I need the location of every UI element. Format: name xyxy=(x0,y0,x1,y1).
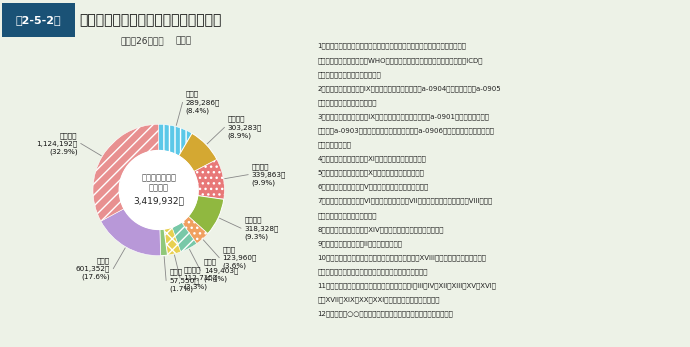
Wedge shape xyxy=(93,124,159,221)
Text: 8　「泌尿器系」とは、「XIV泌尿路生殖器系の疾患」をいう。: 8 「泌尿器系」とは、「XIV泌尿路生殖器系の疾患」をいう。 xyxy=(317,226,444,233)
Wedge shape xyxy=(172,222,197,252)
Text: 見・異常検査所見で他に分類されないもの」をいう。: 見・異常検査所見で他に分類されないもの」をいう。 xyxy=(317,268,428,275)
Circle shape xyxy=(119,151,198,229)
Wedge shape xyxy=(188,196,224,234)
Text: までをいう。: までをいう。 xyxy=(317,142,352,148)
Wedge shape xyxy=(181,216,208,244)
Text: 10　「症状・徴候・診断名不明確の状態」とは、「XVIII症状、徴候及び異常臨床所: 10 「症状・徴候・診断名不明確の状態」とは、「XVIII症状、徴候及び異常臨床… xyxy=(317,254,486,261)
Wedge shape xyxy=(164,227,181,255)
Text: XVII、XIX、XX、XXI」に分類されるものをいう。: XVII、XIX、XX、XXI」に分類されるものをいう。 xyxy=(317,297,440,303)
Text: 感覚系
149,403人
(4.4%): 感覚系 149,403人 (4.4%) xyxy=(204,259,238,282)
Text: 11　「その他」とは、上記以外の大分類項目「I、III、IV、XII、XIII、XV、XVI、: 11 「その他」とは、上記以外の大分類項目「I、III、IV、XII、XIII、… xyxy=(317,282,497,289)
Text: 消化器系
339,863人
(9.9%): 消化器系 339,863人 (9.9%) xyxy=(251,163,286,186)
Text: 2　「脳疾患」とは、「IX循環器系の疾患」のうち「a-0904脳梗塞」及び「a-0905: 2 「脳疾患」とは、「IX循環器系の疾患」のうち「a-0904脳梗塞」及び「a-… xyxy=(317,85,501,92)
Text: 泌尿器系
112,715人
(3.3%): 泌尿器系 112,715人 (3.3%) xyxy=(184,266,218,290)
Text: 第2-5-2図: 第2-5-2図 xyxy=(15,15,61,25)
Text: 搬送人員: 搬送人員 xyxy=(149,184,168,193)
Text: 9　「新生物」とは、「II新生物」をいう。: 9 「新生物」とは、「II新生物」をいう。 xyxy=(317,240,403,247)
Text: 精神系
123,960人
(3.6%): 精神系 123,960人 (3.6%) xyxy=(222,246,257,269)
Text: により分類したものである。: により分類したものである。 xyxy=(317,71,382,78)
Wedge shape xyxy=(179,133,217,172)
Wedge shape xyxy=(194,160,224,199)
Text: 脳疾患
289,286人
(8.4%): 脳疾患 289,286人 (8.4%) xyxy=(186,91,220,114)
Wedge shape xyxy=(101,209,161,256)
Wedge shape xyxy=(160,229,168,256)
FancyBboxPatch shape xyxy=(2,3,75,37)
Text: その他
601,352人
(17.6%): その他 601,352人 (17.6%) xyxy=(76,257,110,280)
Text: 3　「心疾患等」とは、「IX循環器系の疾患」のうち、「a-0901高血圧性疾患」か: 3 「心疾患等」とは、「IX循環器系の疾患」のうち、「a-0901高血圧性疾患」… xyxy=(317,113,490,120)
Text: 急病疾病分類別: 急病疾病分類別 xyxy=(141,174,176,183)
Text: 5　「呼吸器系」とは、「X呼吸器系の疾患」をいう。: 5 「呼吸器系」とは、「X呼吸器系の疾患」をいう。 xyxy=(317,170,424,176)
Text: 6　「精神系」とは、「V精神及び行動の障害」をいう。: 6 「精神系」とは、「V精神及び行動の障害」をいう。 xyxy=(317,184,429,191)
Text: 7　「感覚系」とは、「VI神経系の疾患」、「VII目及び付属器の疾患」、「VIII耳及び: 7 「感覚系」とは、「VI神経系の疾患」、「VII目及び付属器の疾患」、「VII… xyxy=(317,198,493,204)
Wedge shape xyxy=(159,124,192,156)
Text: 3,419,932人: 3,419,932人 xyxy=(133,197,184,206)
Text: 4　「消化器系」とは、「XI消化器系の疾患」をいう。: 4 「消化器系」とは、「XI消化器系の疾患」をいう。 xyxy=(317,155,426,162)
Text: 心疾患等
303,283人
(8.9%): 心疾患等 303,283人 (8.9%) xyxy=(228,116,262,139)
Text: 急病に係る疾病分類別搬送人員の状況: 急病に係る疾病分類別搬送人員の状況 xyxy=(79,13,221,27)
Text: 1　急病に係る疾病分類とは、急病に係るものについて初診時における医師の: 1 急病に係る疾病分類とは、急病に係るものについて初診時における医師の xyxy=(317,43,466,50)
Text: （平成26年中）: （平成26年中） xyxy=(121,36,164,45)
Text: その他の脳疾患」をいう。: その他の脳疾患」をいう。 xyxy=(317,99,377,106)
Text: 12　なお、「○○の疑い」はすべての疾病名により分類している。: 12 なお、「○○の疑い」はすべての疾病名により分類している。 xyxy=(317,311,453,317)
Text: 不明確等
1,124,192人
(32.9%): 不明確等 1,124,192人 (32.9%) xyxy=(37,132,77,155)
Text: 新生物
57,550人
(1.7%): 新生物 57,550人 (1.7%) xyxy=(169,269,199,292)
Text: 乳様突起の疾患」をいう。: 乳様突起の疾患」をいう。 xyxy=(317,212,377,219)
Text: ら「a-0903その他の心疾患」まで、及び「a-0906その他の循環器系の疾患」: ら「a-0903その他の心疾患」まで、及び「a-0906その他の循環器系の疾患」 xyxy=(317,127,495,134)
Text: （注）: （注） xyxy=(176,36,192,45)
Text: 診断に基づく傷病名をWHO（世界保健機関）で定める国際疾病分類（ICD）: 診断に基づく傷病名をWHO（世界保健機関）で定める国際疾病分類（ICD） xyxy=(317,57,483,64)
Text: 呼吸器系
318,328人
(9.3%): 呼吸器系 318,328人 (9.3%) xyxy=(244,217,279,240)
